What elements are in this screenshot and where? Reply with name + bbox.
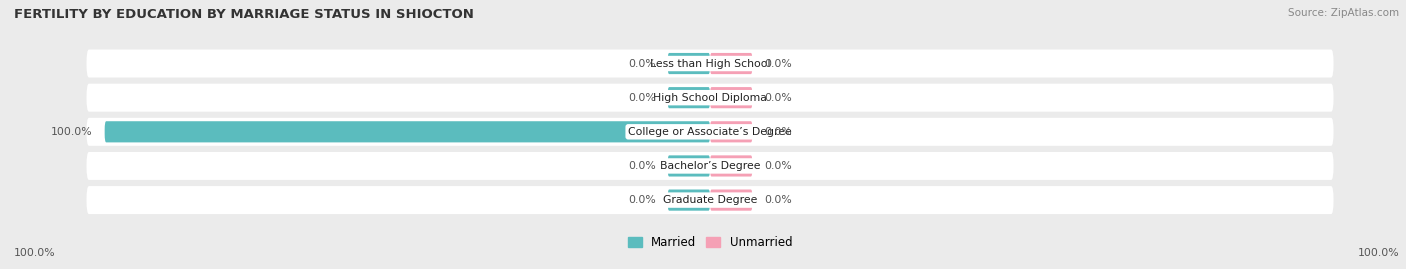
- Text: 0.0%: 0.0%: [628, 93, 655, 103]
- FancyBboxPatch shape: [668, 53, 710, 74]
- Text: Bachelor’s Degree: Bachelor’s Degree: [659, 161, 761, 171]
- FancyBboxPatch shape: [87, 49, 1333, 77]
- Text: 0.0%: 0.0%: [765, 59, 792, 69]
- Text: 0.0%: 0.0%: [765, 93, 792, 103]
- Text: 100.0%: 100.0%: [51, 127, 93, 137]
- FancyBboxPatch shape: [668, 155, 710, 176]
- Text: 100.0%: 100.0%: [14, 248, 56, 258]
- Text: High School Diploma: High School Diploma: [654, 93, 766, 103]
- Text: 0.0%: 0.0%: [628, 195, 655, 205]
- FancyBboxPatch shape: [710, 87, 752, 108]
- FancyBboxPatch shape: [710, 53, 752, 74]
- Text: 0.0%: 0.0%: [765, 127, 792, 137]
- FancyBboxPatch shape: [87, 118, 1333, 146]
- Text: 0.0%: 0.0%: [765, 195, 792, 205]
- Text: Less than High School: Less than High School: [650, 59, 770, 69]
- FancyBboxPatch shape: [104, 121, 710, 142]
- Text: 0.0%: 0.0%: [628, 161, 655, 171]
- Text: 0.0%: 0.0%: [765, 161, 792, 171]
- FancyBboxPatch shape: [87, 152, 1333, 180]
- FancyBboxPatch shape: [87, 84, 1333, 112]
- FancyBboxPatch shape: [710, 121, 752, 142]
- FancyBboxPatch shape: [87, 186, 1333, 214]
- Text: Source: ZipAtlas.com: Source: ZipAtlas.com: [1288, 8, 1399, 18]
- FancyBboxPatch shape: [668, 189, 710, 211]
- Legend: Married, Unmarried: Married, Unmarried: [623, 231, 797, 254]
- Text: FERTILITY BY EDUCATION BY MARRIAGE STATUS IN SHIOCTON: FERTILITY BY EDUCATION BY MARRIAGE STATU…: [14, 8, 474, 21]
- Text: 0.0%: 0.0%: [628, 59, 655, 69]
- Text: Graduate Degree: Graduate Degree: [662, 195, 758, 205]
- FancyBboxPatch shape: [710, 189, 752, 211]
- Text: 100.0%: 100.0%: [1357, 248, 1399, 258]
- Text: College or Associate’s Degree: College or Associate’s Degree: [628, 127, 792, 137]
- FancyBboxPatch shape: [668, 87, 710, 108]
- FancyBboxPatch shape: [710, 155, 752, 176]
